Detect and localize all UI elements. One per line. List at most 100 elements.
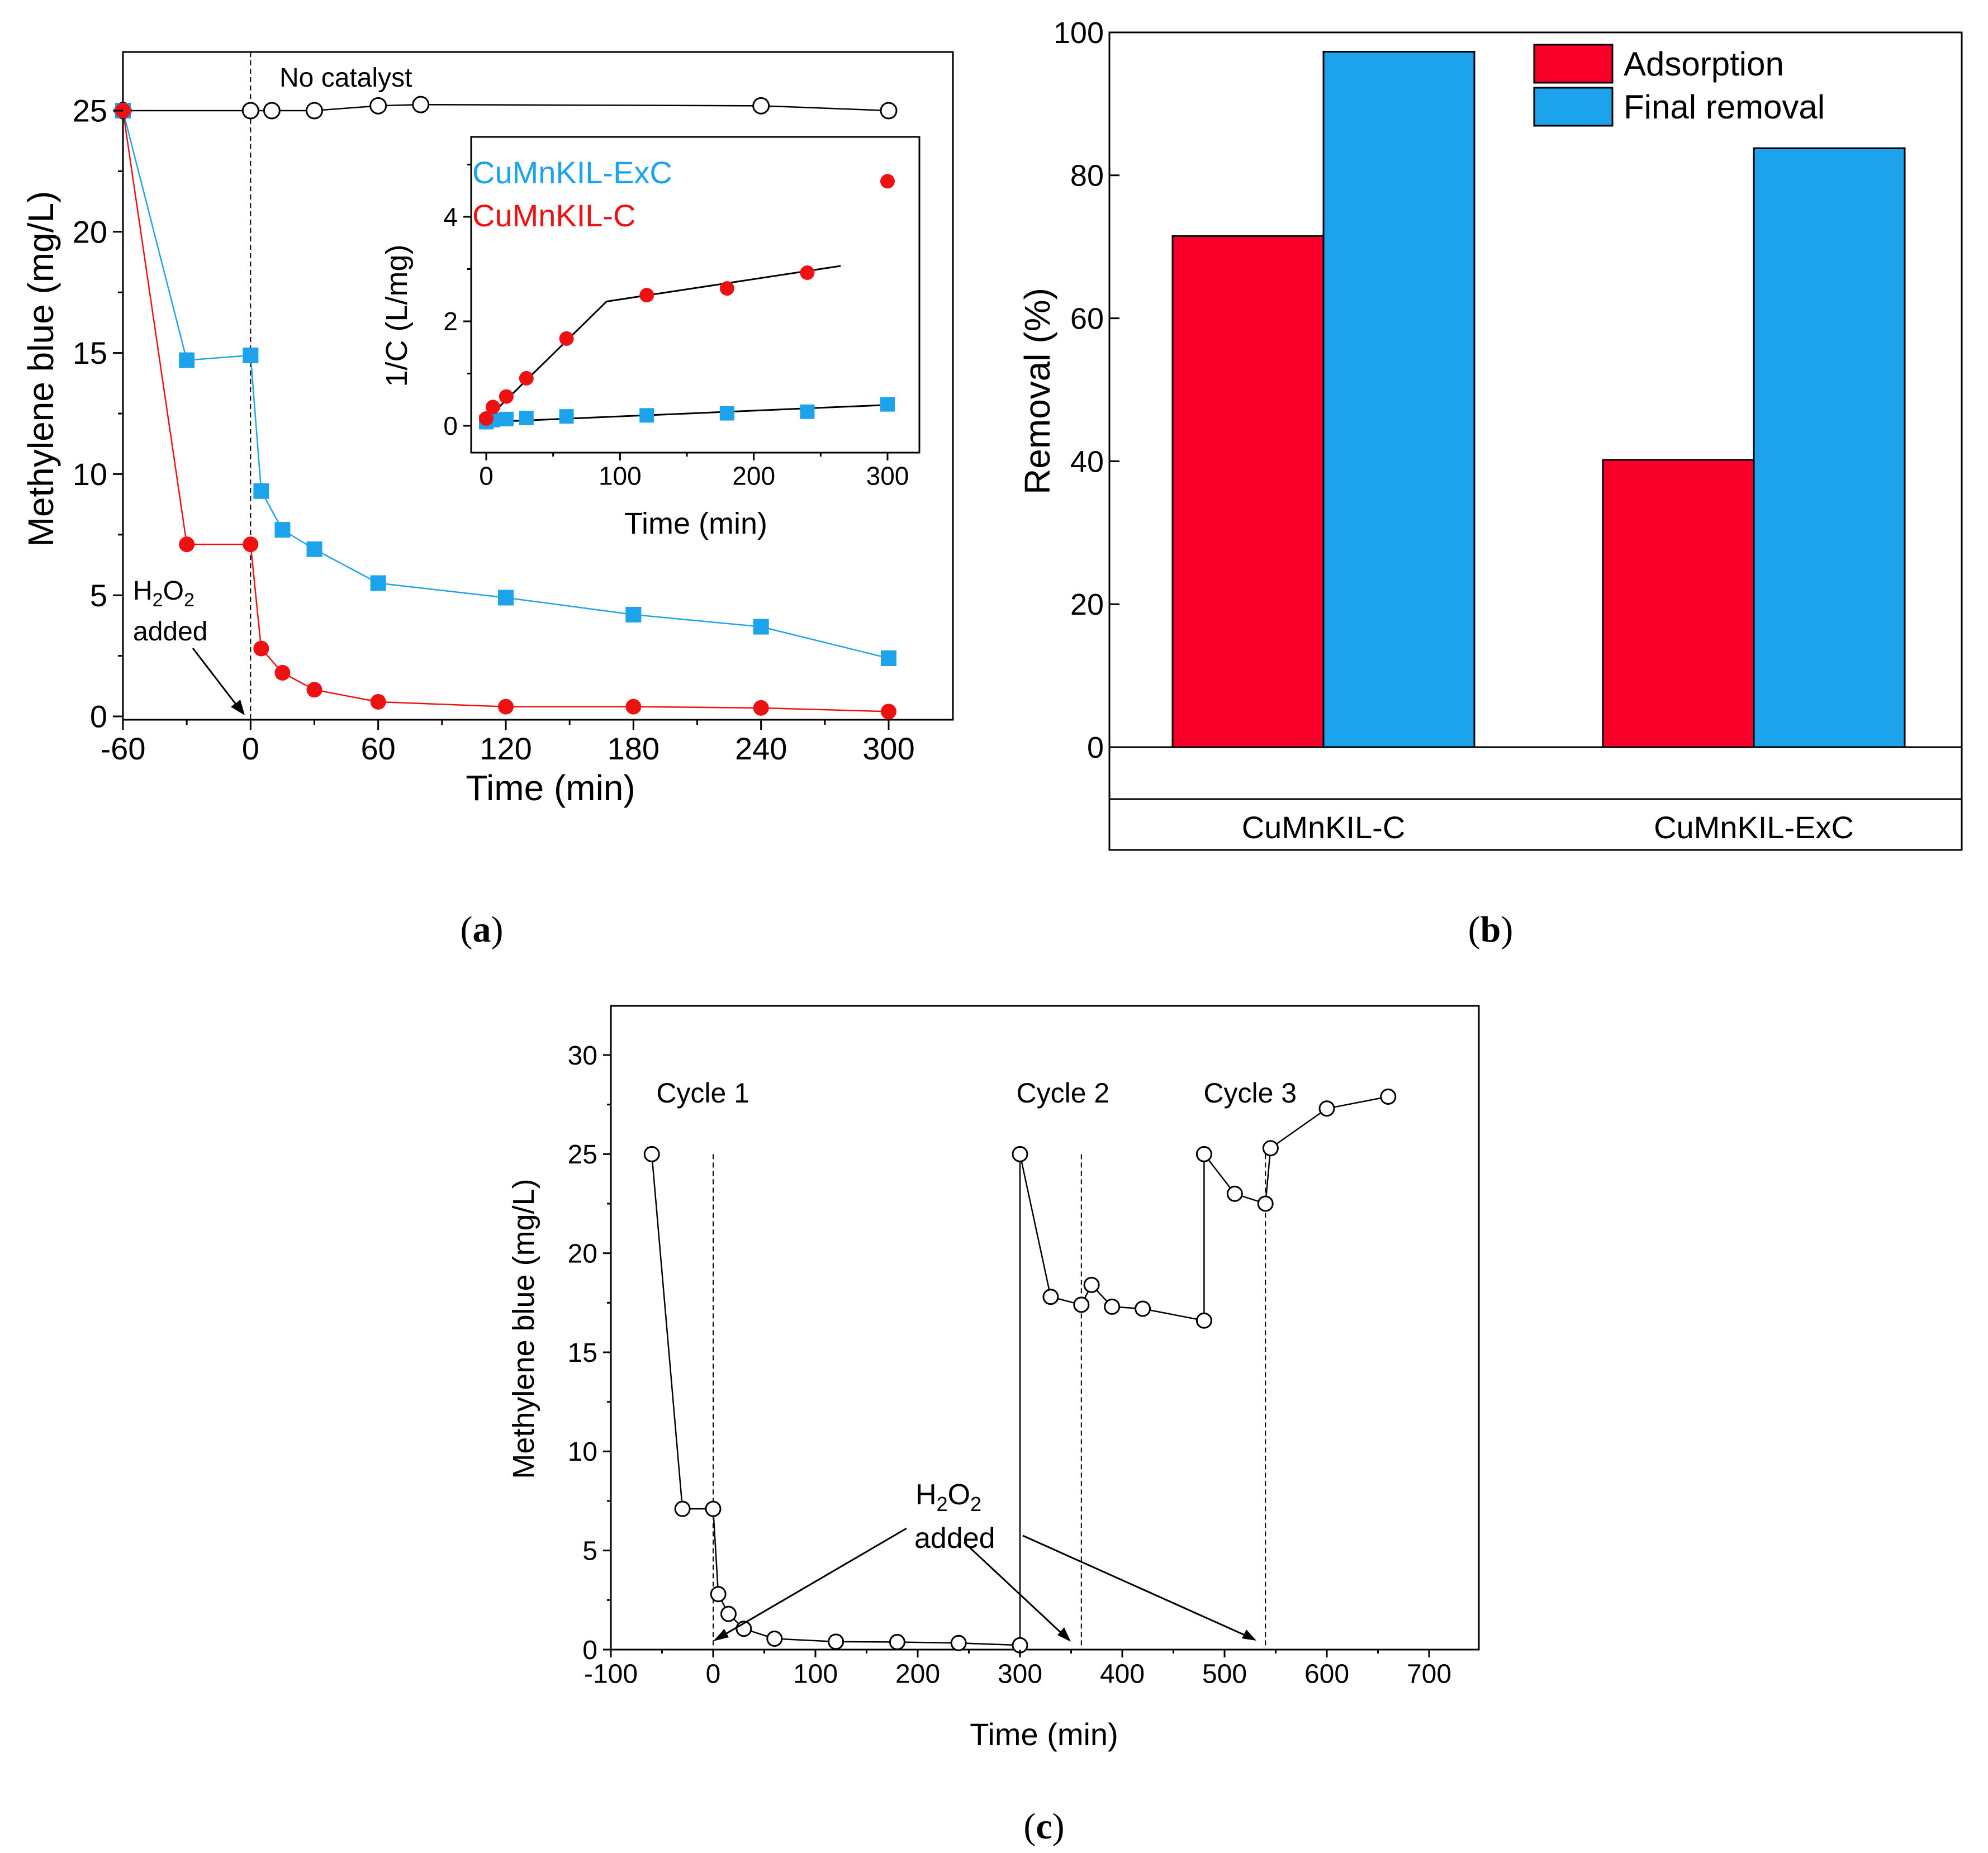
legend-label-final-removal: Final removal bbox=[1624, 88, 1825, 126]
data-point-methylene-blue bbox=[1042, 1289, 1059, 1305]
inset-point-cumnkil-c bbox=[479, 411, 494, 426]
no-catalyst-label: No catalyst bbox=[279, 63, 412, 93]
y-tick-label: 15 bbox=[568, 1338, 597, 1368]
bar-final-removal-cumnkil-c bbox=[1322, 51, 1475, 748]
data-point-methylene-blue bbox=[1195, 1312, 1212, 1329]
y-tick-label: 80 bbox=[1070, 159, 1104, 193]
legend-label-adsorption: Adsorption bbox=[1624, 45, 1784, 83]
data-point-methylene-blue bbox=[1380, 1088, 1397, 1105]
inset-point-cumnkil-exc bbox=[639, 408, 654, 423]
data-point-cumnkil-c bbox=[253, 640, 269, 657]
data-point-cumnkil-c bbox=[370, 693, 386, 710]
inset-point-cumnkil-c bbox=[499, 389, 514, 404]
data-point-methylene-blue bbox=[710, 1586, 727, 1603]
y-tick-label: 20 bbox=[73, 214, 107, 249]
inset-point-cumnkil-exc bbox=[499, 411, 514, 426]
x-tick-label: 240 bbox=[735, 731, 787, 766]
data-point-cumnkil-c bbox=[498, 699, 514, 715]
y-tick-label: 40 bbox=[1070, 445, 1104, 478]
data-point-cumnkil-c bbox=[274, 664, 291, 681]
h2o2-a-arrow bbox=[192, 648, 240, 709]
x-tick-label: 300 bbox=[866, 462, 909, 491]
inset-legend-exc: CuMnKIL-ExC bbox=[472, 155, 672, 190]
h2o2-a-arrowhead bbox=[231, 700, 245, 715]
data-point-methylene-blue bbox=[1318, 1100, 1335, 1117]
h2o2-c-o: O bbox=[948, 1479, 970, 1511]
data-point-methylene-blue bbox=[674, 1500, 691, 1517]
x-tick-label: 200 bbox=[732, 462, 775, 491]
data-point-cumnkil-exc bbox=[753, 619, 769, 635]
y-tick-label: 5 bbox=[582, 1536, 597, 1566]
panel-a-caption-letter: a bbox=[473, 909, 491, 950]
legend-swatch-adsorption bbox=[1533, 44, 1614, 84]
inset-point-cumnkil-c bbox=[719, 281, 734, 296]
data-point-methylene-blue bbox=[889, 1634, 905, 1651]
data-point-methylene-blue bbox=[705, 1500, 722, 1517]
panel-c-y-axis-label: Methylene blue (mg/L) bbox=[507, 1179, 540, 1479]
svg-text:H2O2: H2O2 bbox=[133, 576, 194, 611]
bar-adsorption-cumnkil-exc bbox=[1602, 459, 1755, 748]
x-tick-label: 300 bbox=[998, 1660, 1042, 1689]
panel-b-chart: 0 20 40 60 80 100 CuMnKIL-C CuMnKIL-ExC Remov… bbox=[1017, 16, 1963, 950]
data-point-no-catalyst bbox=[752, 97, 770, 115]
panel-a-y-axis-label: Methylene blue (mg/L) bbox=[21, 191, 61, 547]
panel-b-caption-letter: b bbox=[1481, 909, 1501, 950]
x-tick-label: 0 bbox=[479, 462, 494, 491]
inset-point-cumnkil-c bbox=[880, 174, 895, 189]
data-point-methylene-blue bbox=[828, 1633, 844, 1650]
panel-b-y-axis-label: Removal (%) bbox=[1017, 288, 1057, 495]
data-point-no-catalyst bbox=[263, 102, 281, 120]
panel-b-frame bbox=[1108, 31, 1963, 851]
cycle-label-cycle-3: Cycle 3 bbox=[1203, 1077, 1297, 1109]
x-tick-label: 120 bbox=[480, 731, 532, 766]
h2o2-a-sub2: 2 bbox=[184, 590, 194, 611]
data-point-cumnkil-exc bbox=[370, 575, 386, 591]
x-tick-label: -60 bbox=[101, 731, 146, 766]
data-point-cumnkil-exc bbox=[306, 541, 322, 557]
data-point-methylene-blue bbox=[1257, 1195, 1274, 1212]
inset-point-cumnkil-c bbox=[519, 370, 534, 386]
h2o2-c-arrow-3 bbox=[1022, 1534, 1250, 1638]
y-tick-label: 20 bbox=[568, 1239, 597, 1268]
panel-a-x-axis-label: Time (min) bbox=[466, 768, 635, 808]
added-label-a: added bbox=[133, 617, 207, 647]
data-point-methylene-blue bbox=[720, 1605, 737, 1622]
cycle-label-cycle-2: Cycle 2 bbox=[1016, 1077, 1109, 1109]
x-tick-label: 400 bbox=[1100, 1660, 1145, 1689]
data-point-no-catalyst bbox=[412, 96, 430, 113]
data-point-cumnkil-exc bbox=[881, 650, 896, 666]
panel-c-x-axis-label: Time (min) bbox=[970, 1717, 1118, 1752]
data-point-no-catalyst bbox=[880, 102, 898, 120]
h2o2-c-arrowhead-3 bbox=[1242, 1629, 1256, 1641]
data-point-cumnkil-exc bbox=[498, 590, 514, 606]
data-point-methylene-blue bbox=[766, 1630, 783, 1647]
data-point-cumnkil-exc bbox=[253, 483, 269, 499]
h2o2-c-arrow-2 bbox=[963, 1541, 1066, 1637]
y-tick-label: 5 bbox=[90, 578, 107, 613]
y-tick-label: 0 bbox=[90, 699, 107, 734]
x-tick-label: 500 bbox=[1202, 1660, 1247, 1689]
h2o2-annotation-a: H2O2 added bbox=[133, 576, 245, 715]
legend-swatch-final-removal bbox=[1533, 87, 1614, 127]
y-tick-label: 0 bbox=[1087, 731, 1104, 764]
panel-b-caption: (b) bbox=[1468, 909, 1513, 950]
panel-a-caption: (a) bbox=[461, 909, 504, 950]
inset-frame bbox=[470, 136, 921, 454]
data-point-methylene-blue bbox=[1073, 1296, 1090, 1313]
x-tick-label: 60 bbox=[361, 731, 396, 766]
data-point-cumnkil-c bbox=[243, 536, 259, 553]
data-point-methylene-blue bbox=[1195, 1146, 1212, 1162]
x-tick-label: 0 bbox=[706, 1660, 721, 1689]
y-tick-label: 4 bbox=[443, 202, 458, 231]
inset-point-cumnkil-exc bbox=[800, 404, 815, 419]
y-tick-label: 2 bbox=[443, 307, 458, 336]
y-tick-label: 25 bbox=[73, 93, 107, 129]
data-point-methylene-blue bbox=[1012, 1146, 1028, 1162]
panel-c-frame bbox=[610, 1005, 1480, 1651]
data-point-cumnkil-exc bbox=[274, 522, 291, 538]
inset-x-axis-label: Time (min) bbox=[624, 507, 767, 540]
h2o2-c-sub2: 2 bbox=[970, 1493, 981, 1515]
x-tick-label: 0 bbox=[242, 731, 259, 766]
